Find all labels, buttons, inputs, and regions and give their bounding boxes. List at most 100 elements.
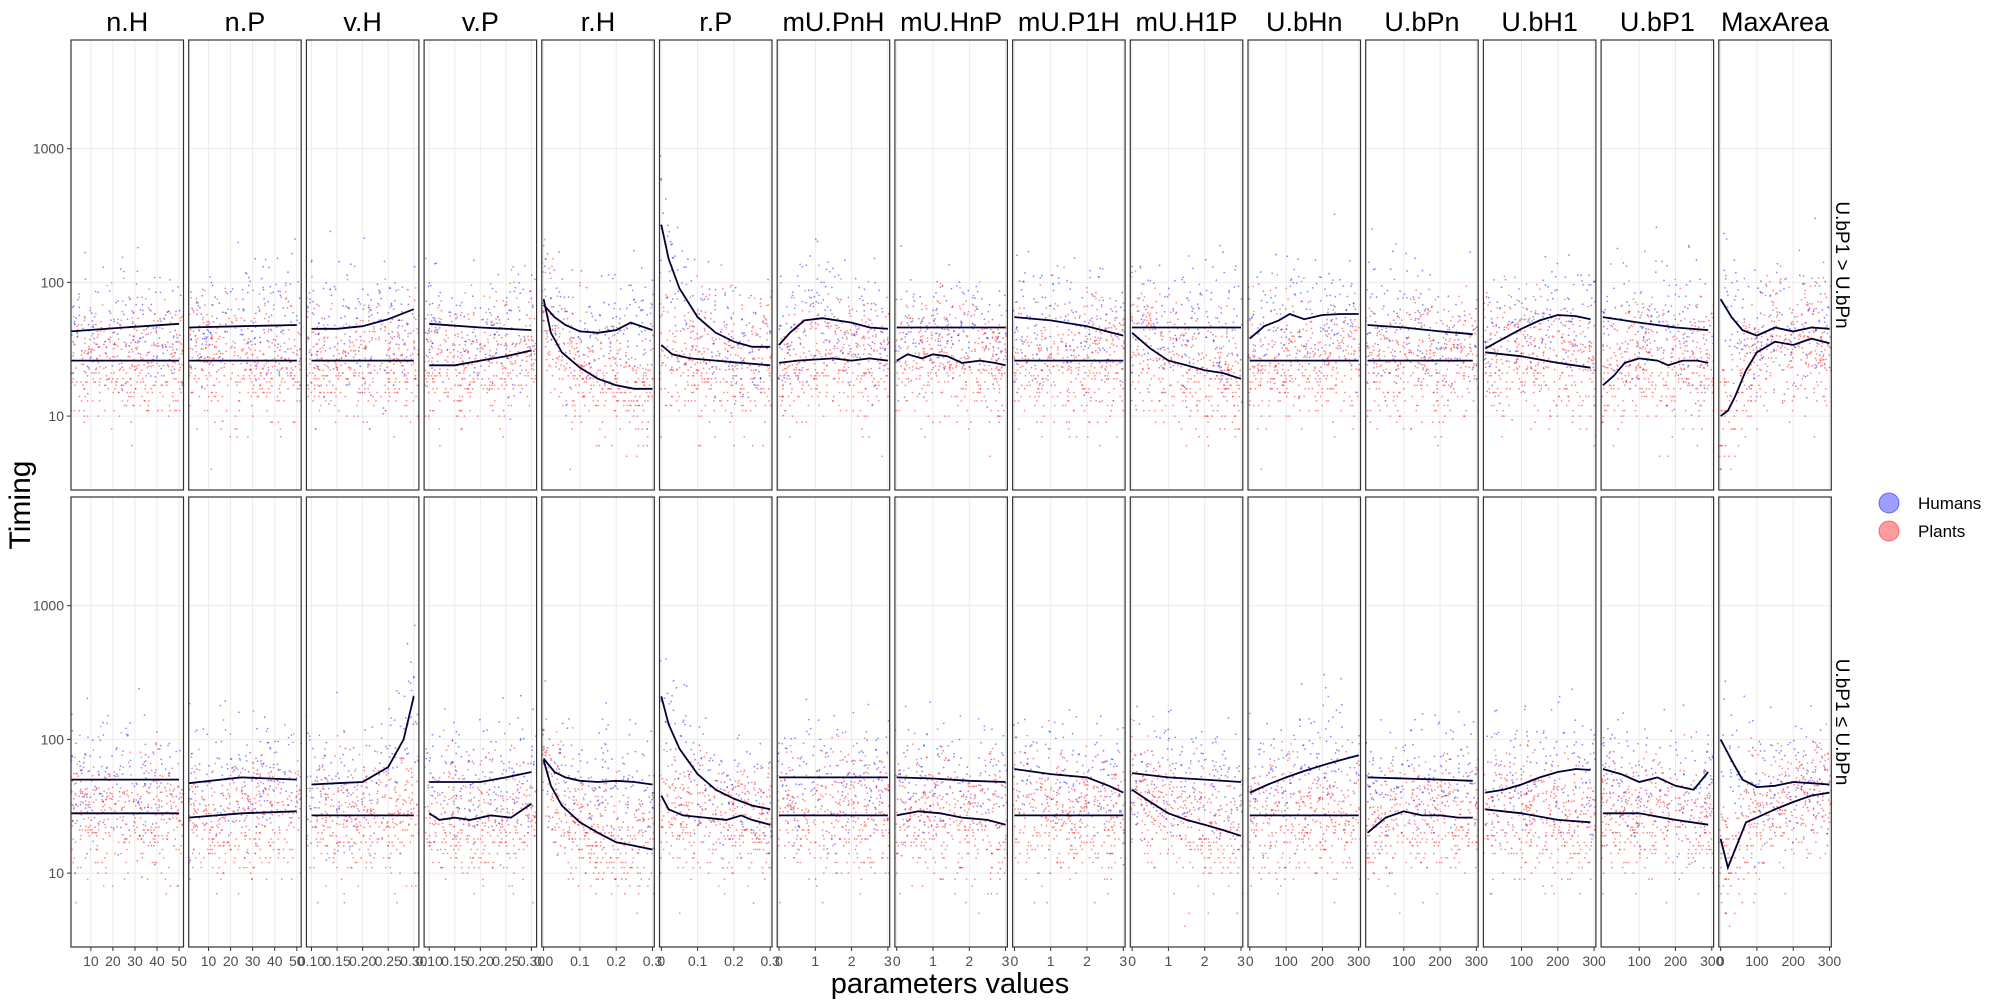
- point-plants: [552, 358, 554, 360]
- point-plants: [480, 862, 482, 864]
- point-plants: [265, 857, 267, 859]
- point-plants: [604, 365, 606, 367]
- point-plants: [459, 400, 461, 402]
- point-humans: [251, 330, 253, 332]
- point-plants: [438, 372, 440, 374]
- point-humans: [111, 798, 113, 800]
- point-humans: [314, 757, 316, 759]
- point-humans: [209, 363, 211, 365]
- point-plants: [318, 369, 320, 371]
- point-plants: [88, 817, 90, 819]
- point-humans: [132, 312, 134, 314]
- point-humans: [111, 365, 113, 367]
- point-plants: [515, 826, 517, 828]
- point-humans: [220, 812, 222, 814]
- point-plants: [441, 349, 443, 351]
- point-humans: [426, 300, 428, 302]
- point-plants: [406, 885, 408, 887]
- point-plants: [617, 332, 619, 334]
- point-plants: [384, 796, 386, 798]
- point-plants: [341, 358, 343, 360]
- point-plants: [194, 368, 196, 370]
- point-plants: [212, 770, 214, 772]
- point-plants: [100, 378, 102, 380]
- point-plants: [486, 791, 488, 793]
- point-plants: [151, 845, 153, 847]
- point-plants: [174, 352, 176, 354]
- point-plants: [354, 350, 356, 352]
- point-humans: [615, 316, 617, 318]
- point-plants: [522, 803, 524, 805]
- point-plants: [461, 867, 463, 869]
- point-plants: [323, 769, 325, 771]
- point-humans: [347, 795, 349, 797]
- point-plants: [227, 384, 229, 386]
- point-plants: [262, 367, 264, 369]
- point-humans: [494, 306, 496, 308]
- point-humans: [338, 261, 340, 263]
- point-plants: [91, 832, 93, 834]
- point-plants: [559, 772, 561, 774]
- point-plants: [276, 335, 278, 337]
- point-humans: [414, 266, 416, 268]
- point-plants: [356, 862, 358, 864]
- point-plants: [641, 428, 643, 430]
- point-plants: [234, 428, 236, 430]
- point-plants: [452, 357, 454, 359]
- point-plants: [647, 436, 649, 438]
- point-plants: [467, 872, 469, 874]
- point-plants: [276, 400, 278, 402]
- point-plants: [411, 364, 413, 366]
- point-plants: [105, 867, 107, 869]
- point-plants: [324, 341, 326, 343]
- point-plants: [109, 775, 111, 777]
- point-plants: [452, 777, 454, 779]
- point-plants: [148, 307, 150, 309]
- point-plants: [528, 814, 530, 816]
- point-humans: [644, 349, 646, 351]
- point-humans: [614, 302, 616, 304]
- point-plants: [193, 813, 195, 815]
- point-humans: [629, 304, 631, 306]
- point-humans: [288, 301, 290, 303]
- point-plants: [84, 343, 86, 345]
- point-plants: [398, 812, 400, 814]
- point-humans: [370, 310, 372, 312]
- point-humans: [626, 328, 628, 330]
- point-humans: [464, 808, 466, 810]
- point-plants: [386, 366, 388, 368]
- point-plants: [526, 360, 528, 362]
- point-plants: [296, 791, 298, 793]
- point-humans: [333, 368, 335, 370]
- point-humans: [165, 314, 167, 316]
- point-plants: [236, 384, 238, 386]
- point-humans: [455, 753, 457, 755]
- point-plants: [487, 862, 489, 864]
- point-plants: [431, 849, 433, 851]
- point-plants: [444, 849, 446, 851]
- point-plants: [104, 804, 106, 806]
- point-plants: [260, 849, 262, 851]
- point-plants: [178, 798, 180, 800]
- point-humans: [160, 782, 162, 784]
- point-humans: [523, 738, 525, 740]
- point-plants: [391, 797, 393, 799]
- point-plants: [79, 296, 81, 298]
- point-plants: [151, 769, 153, 771]
- point-plants: [519, 765, 521, 767]
- point-humans: [554, 269, 556, 271]
- point-plants: [250, 349, 252, 351]
- point-plants: [469, 824, 471, 826]
- point-plants: [517, 832, 519, 834]
- point-plants: [501, 823, 503, 825]
- point-plants: [344, 363, 346, 365]
- point-plants: [492, 841, 494, 843]
- point-humans: [207, 324, 209, 326]
- point-humans: [242, 298, 244, 300]
- point-humans: [327, 337, 329, 339]
- point-plants: [600, 862, 602, 864]
- point-plants: [417, 384, 419, 386]
- point-plants: [514, 779, 516, 781]
- point-plants: [448, 378, 450, 380]
- point-plants: [139, 372, 141, 374]
